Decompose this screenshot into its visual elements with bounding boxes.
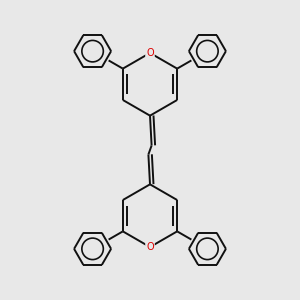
Text: O: O <box>146 48 154 58</box>
Text: O: O <box>146 242 154 252</box>
